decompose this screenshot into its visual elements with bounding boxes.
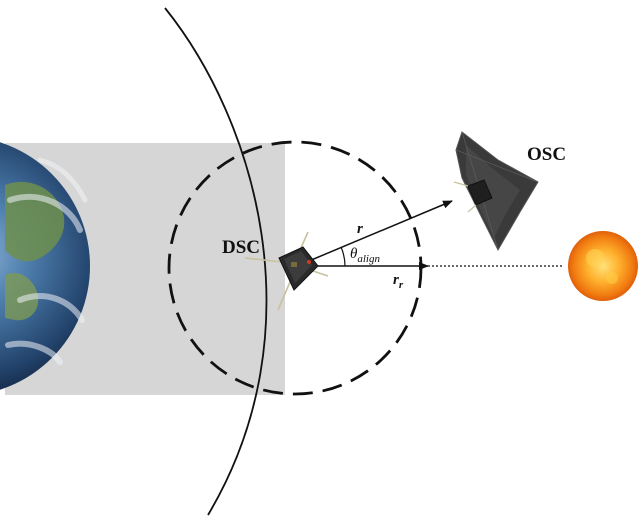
sun-image [568, 231, 638, 301]
rr-symbol: r [393, 272, 399, 288]
rr-vector-label: rr [393, 272, 404, 291]
r-vector-label: r [357, 221, 363, 237]
osc-spacecraft-icon [453, 131, 539, 252]
rr-subscript: r [399, 279, 404, 291]
osc-label: OSC [527, 144, 566, 165]
r-vector-arrow [296, 200, 453, 267]
theta-align-arc [340, 246, 346, 267]
theta-subscript: align [357, 253, 380, 265]
theta-align-label: θalign [350, 246, 380, 265]
earth-image [0, 142, 90, 390]
theta-symbol: θ [350, 246, 358, 262]
orbit-arc [164, 7, 268, 516]
dsc-label: DSC [222, 237, 260, 258]
dsc-spacecraft-icon [244, 231, 329, 311]
